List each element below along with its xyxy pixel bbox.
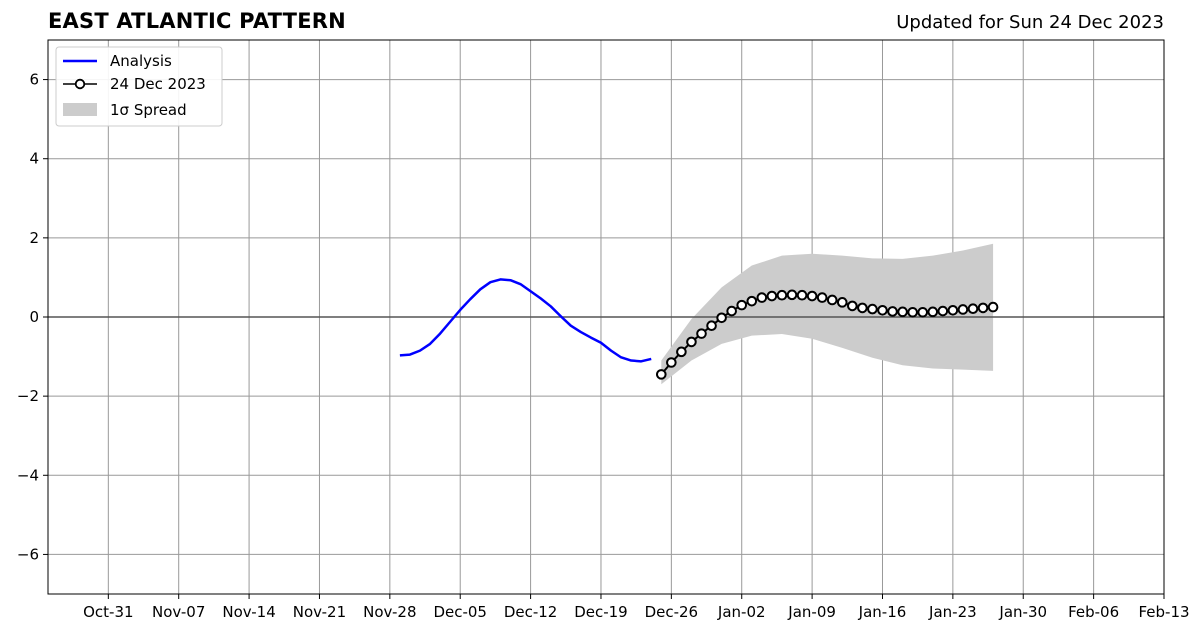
forecast-point (806, 290, 818, 302)
y-tick-label: 0 (29, 308, 39, 326)
forecast-point (686, 336, 697, 348)
forecast-point (967, 303, 979, 314)
forecast-point (676, 346, 687, 358)
axis-ticks: Oct-31 Nov-07 Nov-14 Nov-21 Nov-28 Dec-05 Dec-… (17, 71, 1190, 621)
forecast-point (816, 292, 828, 303)
forecast-point (726, 305, 737, 317)
x-tick-label: Dec-12 (504, 603, 558, 621)
forecast-point (826, 294, 838, 306)
y-tick-label: 2 (29, 229, 39, 247)
forecast-point (877, 304, 888, 316)
forecast-point (867, 303, 878, 315)
forecast-point (987, 301, 999, 313)
forecast-point (746, 295, 758, 307)
y-tick-label: −6 (17, 545, 39, 563)
forecast-point (776, 289, 788, 301)
x-tick-label: Feb-13 (1138, 603, 1189, 621)
y-tick-label: −2 (17, 387, 39, 405)
forecast-point (655, 369, 667, 380)
forecast-point (977, 302, 989, 314)
legend: Analysis 24 Dec 2023 1σ Spread (55, 46, 223, 127)
forecast-point (957, 304, 969, 315)
x-tick-label: Dec-05 (433, 603, 487, 621)
analysis-line (399, 278, 652, 363)
spread-band (661, 243, 994, 385)
forecast-point (907, 306, 918, 318)
spread-band-layer (661, 243, 994, 385)
x-tick-label: Oct-31 (83, 603, 133, 621)
legend-label: 24 Dec 2023 (110, 75, 206, 93)
x-tick-label: Jan-23 (928, 603, 977, 621)
forecast-point (857, 302, 868, 314)
legend-label: Analysis (110, 52, 172, 70)
forecast-point (716, 312, 727, 324)
legend-forecast-marker-symbol (74, 78, 86, 90)
forecast-point (847, 300, 858, 312)
legend-box (55, 46, 223, 127)
forecast-point (666, 357, 677, 368)
x-tick-label: Nov-14 (222, 603, 275, 621)
forecast-point (796, 289, 808, 301)
x-tick-label: Jan-02 (717, 603, 766, 621)
series-layer (399, 278, 999, 380)
legend-label: 1σ Spread (110, 101, 187, 119)
forecast-point (766, 290, 778, 302)
forecast-point (706, 320, 717, 332)
forecast-point (756, 292, 768, 303)
forecast-point (786, 289, 798, 301)
y-tick-label: 6 (29, 71, 39, 89)
forecast-point (696, 328, 707, 339)
x-tick-label: Dec-26 (645, 603, 699, 621)
legend-spread-symbol (63, 103, 97, 116)
forecast-point (836, 297, 848, 308)
forecast-point (897, 306, 908, 318)
forecast-point (917, 306, 929, 318)
y-tick-label: −4 (17, 466, 39, 484)
forecast-point (736, 299, 748, 311)
x-tick-label: Nov-21 (293, 603, 346, 621)
x-tick-label: Jan-30 (998, 603, 1047, 621)
forecast-point (927, 306, 939, 318)
forecast-point (937, 305, 949, 317)
x-tick-label: Jan-16 (858, 603, 907, 621)
x-tick-label: Jan-09 (787, 603, 836, 621)
x-tick-label: Dec-19 (574, 603, 628, 621)
x-tick-label: Nov-07 (152, 603, 205, 621)
x-tick-label: Nov-28 (363, 603, 416, 621)
forecast-point (887, 306, 898, 317)
chart-subtitle: Updated for Sun 24 Dec 2023 (896, 12, 1164, 33)
chart-title: EAST ATLANTIC PATTERN (48, 9, 346, 33)
y-tick-label: 4 (29, 150, 39, 168)
x-tick-label: Feb-06 (1068, 603, 1119, 621)
forecast-point (947, 304, 959, 316)
